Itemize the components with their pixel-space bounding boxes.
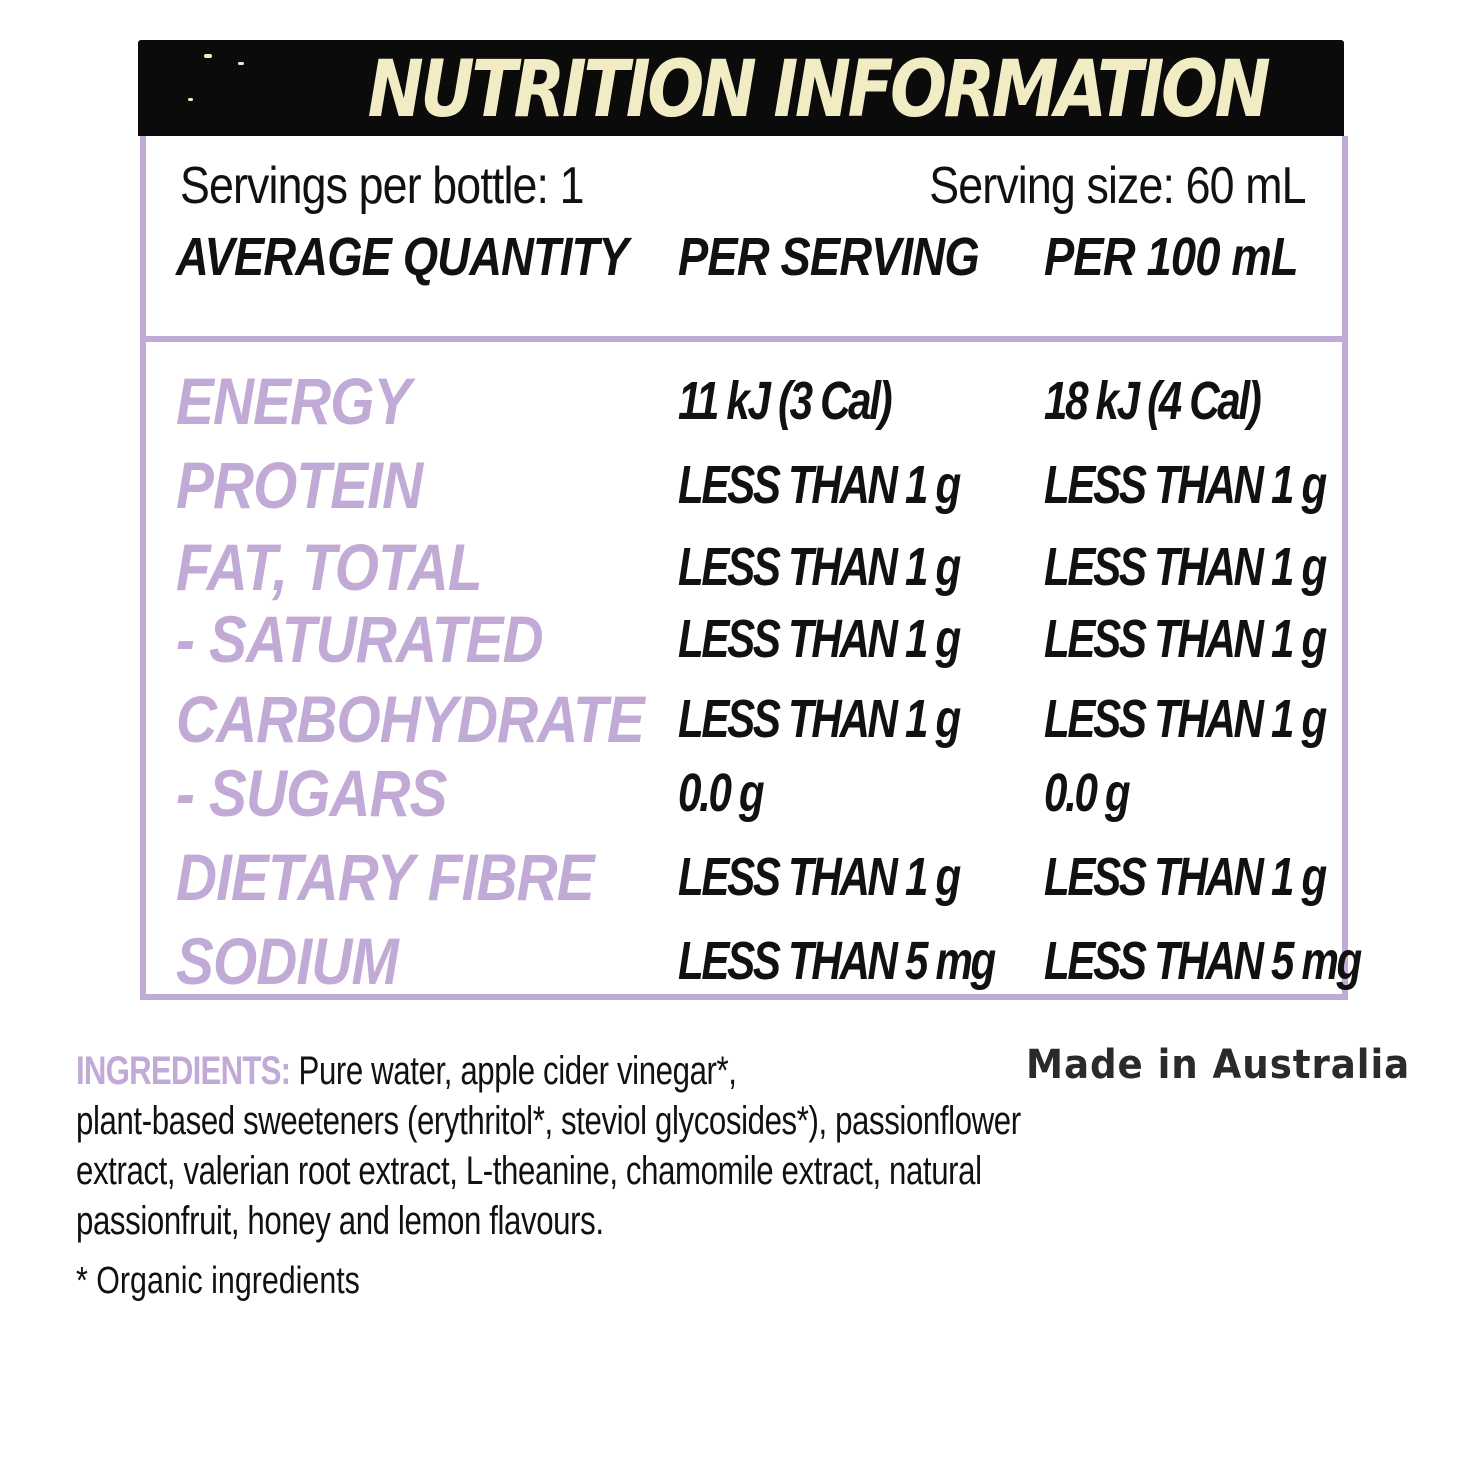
serving-size: Serving size: 60 mL [929, 157, 1307, 215]
organic-footnote: * Organic ingredients [76, 1260, 360, 1302]
ingredients-line-text: Pure water, apple cider vinegar*, [290, 1049, 737, 1093]
title-speck [204, 54, 212, 58]
per-serving-value: LESS THAN 1 g [678, 609, 961, 669]
table-row: SODIUM LESS THAN 5 mg LESS THAN 5 mg [146, 924, 1362, 998]
nutrition-panel: NUTRITION INFORMATION Servings per bottl… [138, 40, 1362, 1000]
nutrient-name: - SATURATED [176, 602, 544, 676]
column-header-average-quantity: AVERAGE QUANTITY [176, 227, 629, 287]
table-row: - SUGARS 0.0 g 0.0 g [146, 758, 1342, 828]
ingredients-line: passionfruit, honey and lemon flavours. [76, 1199, 604, 1243]
ingredients-label: INGREDIENTS: [76, 1049, 291, 1093]
nutrient-name: - SUGARS [176, 756, 447, 830]
nutrient-name: SODIUM [176, 924, 399, 998]
per-serving-value: LESS THAN 1 g [678, 537, 961, 597]
per-100ml-value: 0.0 g [1044, 763, 1131, 823]
header-divider [146, 336, 1342, 342]
column-header-per-100ml: PER 100 mL [1044, 227, 1299, 287]
ingredients-text: INGREDIENTS: Pure water, apple cider vin… [76, 1046, 1021, 1246]
table-row: ENERGY 11 kJ (3 Cal) 18 kJ (4 Cal) [146, 366, 1342, 436]
per-serving-value: LESS THAN 1 g [678, 689, 961, 749]
servings-per-bottle: Servings per bottle: 1 [180, 157, 585, 215]
per-serving-value: 0.0 g [678, 763, 765, 823]
per-serving-value: LESS THAN 1 g [678, 455, 961, 515]
table-row: - SATURATED LESS THAN 1 g LESS THAN 1 g [146, 604, 1342, 674]
per-serving-value: LESS THAN 5 mg [678, 931, 996, 991]
per-100ml-value: LESS THAN 1 g [1044, 847, 1327, 907]
title-speck [188, 98, 193, 101]
per-serving-value: LESS THAN 1 g [678, 847, 961, 907]
per-100ml-value: LESS THAN 1 g [1044, 455, 1327, 515]
ingredients-line: extract, valerian root extract, L-theani… [76, 1149, 982, 1193]
origin-label: Made in Australia [1026, 1042, 1411, 1088]
table-row: DIETARY FIBRE LESS THAN 1 g LESS THAN 1 … [146, 842, 1342, 912]
column-header-per-serving: PER SERVING [678, 227, 980, 287]
per-100ml-value: LESS THAN 5 mg [1044, 931, 1362, 991]
page-title: NUTRITION INFORMATION [367, 45, 1271, 135]
per-100ml-value: LESS THAN 1 g [1044, 537, 1327, 597]
ingredients-line: plant-based sweeteners (erythritol*, ste… [76, 1099, 1021, 1143]
nutrient-name: DIETARY FIBRE [176, 840, 595, 914]
nutrient-name: PROTEIN [176, 448, 423, 522]
title-bar: NUTRITION INFORMATION [138, 40, 1344, 136]
nutrition-table: Servings per bottle: 1 Serving size: 60 … [140, 136, 1362, 1000]
nutrient-name: ENERGY [176, 364, 411, 438]
nutrient-name: CARBOHYDRATE [176, 682, 645, 756]
table-row: PROTEIN LESS THAN 1 g LESS THAN 1 g [146, 450, 1342, 520]
per-100ml-value: LESS THAN 1 g [1044, 609, 1327, 669]
nutrient-name: FAT, TOTAL [176, 530, 482, 604]
ingredients-line: INGREDIENTS: Pure water, apple cider vin… [76, 1046, 840, 1096]
per-100ml-value: 18 kJ (4 Cal) [1044, 371, 1262, 431]
title-speck [238, 62, 244, 65]
per-serving-value: 11 kJ (3 Cal) [678, 371, 893, 431]
table-row: FAT, TOTAL LESS THAN 1 g LESS THAN 1 g [146, 532, 1342, 602]
per-100ml-value: LESS THAN 1 g [1044, 689, 1327, 749]
table-row: CARBOHYDRATE LESS THAN 1 g LESS THAN 1 g [146, 684, 1342, 754]
